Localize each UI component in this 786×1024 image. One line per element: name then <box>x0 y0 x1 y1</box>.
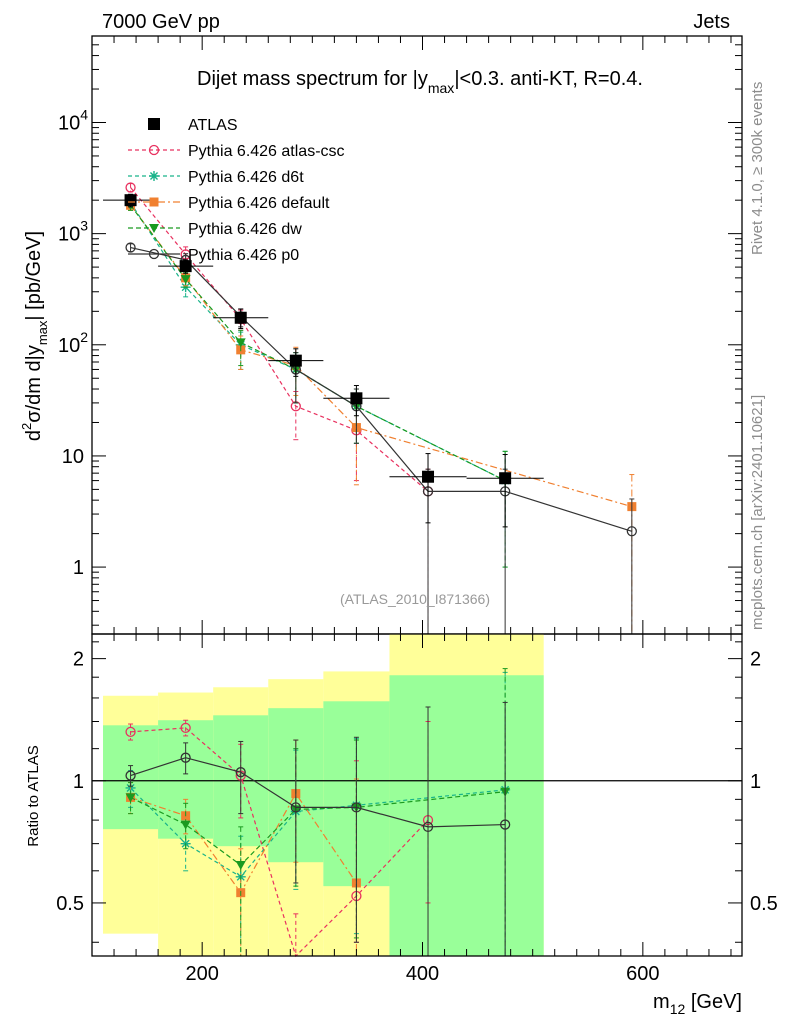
x-axis-label: m12 [GeV] <box>653 991 742 1017</box>
legend-label-atlas: ATLAS <box>188 117 238 134</box>
main-spectrum-panel: 1 10 102 103 104 Dijet mass spectrum for |ym… <box>19 35 743 635</box>
top-ytick-label: 10 <box>62 446 84 468</box>
plot-title: Dijet mass spectrum for |ymax|<0.3. anti… <box>197 68 643 96</box>
ratio-xtick-label: 600 <box>626 963 659 985</box>
top-point-pythia-6-426-p0 <box>626 526 637 537</box>
legend-label-pythia-6-426-dw: Pythia 6.426 dw <box>188 221 302 238</box>
ratio-xtick-label: 400 <box>406 963 439 985</box>
y-axis-label: d2σ/dm d|ymax| [pb/GeV] <box>19 231 50 441</box>
top-point-atlas <box>289 354 302 367</box>
legend: ATLAS Pythia 6.426 atlas-csc Pythia 6.426 … <box>128 117 345 264</box>
legend-label-pythia-6-426-p0: Pythia 6.426 p0 <box>188 247 299 264</box>
top-point-atlas <box>179 260 192 273</box>
ratio-point-pythia-6-426-atlas-csc <box>180 722 191 734</box>
legend-marker-pythia-6-426-p0 <box>148 248 160 260</box>
ratio-ytick-label-right: 2 <box>750 649 761 671</box>
ratio-xtick-label: 200 <box>185 963 218 985</box>
top-point-pythia-6-426-p0 <box>125 242 136 253</box>
top-ytick-label: 102 <box>58 329 88 357</box>
ratio-ytick-label: 0.5 <box>56 893 84 915</box>
ratio-ytick-label-right: 0.5 <box>750 893 778 915</box>
top-point-atlas <box>124 194 137 207</box>
ratio-point-pythia-6-426-dw <box>235 861 246 871</box>
legend-marker-pythia-6-426-default <box>149 197 159 207</box>
ratio-ytick-label-right: 1 <box>750 771 761 793</box>
top-point-pythia-6-426-atlas-csc <box>125 182 136 193</box>
ratio-point-pythia-6-426-p0 <box>125 770 136 781</box>
ratio-y-axis-label: Ratio to ATLAS <box>25 745 42 846</box>
ratio-band-green <box>389 675 544 956</box>
ratio-point-pythia-6-426-p0 <box>235 767 246 778</box>
ratio-point-pythia-6-426-dw <box>125 793 136 803</box>
top-line-pythia-6-426-p0 <box>130 246 633 532</box>
legend-label-pythia-6-426-default: Pythia 6.426 default <box>188 195 330 212</box>
ratio-line-pythia-6-426-d6t <box>130 787 506 878</box>
ratio-panel: 0.5 0.5 1 1 2 2 200 400 600 Ratio to ATLAS m12 [… <box>25 633 778 1017</box>
rivet-version-label: Rivet 4.1.0, ≥ 300k events <box>749 82 766 255</box>
top-point-atlas <box>234 311 247 324</box>
top-point-atlas <box>499 472 512 485</box>
legend-label-pythia-6-426-d6t: Pythia 6.426 d6t <box>188 169 304 186</box>
ratio-point-pythia-6-426-dw <box>180 820 191 830</box>
top-point-pythia-6-426-dw <box>235 338 246 348</box>
top-line-pythia-6-426-atlas-csc <box>130 187 429 492</box>
ratio-line-pythia-6-426-dw <box>130 791 506 866</box>
legend-marker-atlas <box>148 118 160 130</box>
ratio-point-pythia-6-426-p0 <box>290 802 301 813</box>
top-line-pythia-6-426-dw <box>130 204 506 482</box>
legend-marker-pythia-6-426-atlas-csc <box>148 144 160 156</box>
top-line-pythia-6-426-d6t <box>130 202 506 482</box>
ratio-point-pythia-6-426-p0 <box>351 802 362 813</box>
header-energy-label: 7000 GeV pp <box>102 11 220 33</box>
ratio-point-pythia-6-426-p0 <box>499 819 511 830</box>
ratio-frame <box>91 633 743 957</box>
watermark-label: (ATLAS_2010_I871366) <box>340 591 490 607</box>
top-ytick-label: 103 <box>58 218 88 246</box>
legend-marker-pythia-6-426-dw <box>149 224 159 233</box>
ratio-point-pythia-6-426-p0 <box>422 821 434 832</box>
ratio-ytick-label: 1 <box>73 771 84 793</box>
ratio-point-pythia-6-426-atlas-csc <box>125 726 136 738</box>
top-ytick-label: 104 <box>58 106 88 134</box>
ratio-point-pythia-6-426-p0 <box>180 752 191 763</box>
top-point-atlas <box>422 470 435 483</box>
header-jets-label: Jets <box>693 11 730 33</box>
legend-label-pythia-6-426-atlas-csc: Pythia 6.426 atlas-csc <box>188 143 345 160</box>
top-point-pythia-6-426-dw <box>180 275 191 285</box>
mcplots-label: mcplots.cern.ch [arXiv:2401.10621] <box>749 395 766 630</box>
top-ytick-label: 1 <box>73 557 84 579</box>
top-point-atlas <box>350 392 363 405</box>
legend-marker-pythia-6-426-d6t <box>149 171 159 181</box>
ratio-ytick-label: 2 <box>73 649 84 671</box>
